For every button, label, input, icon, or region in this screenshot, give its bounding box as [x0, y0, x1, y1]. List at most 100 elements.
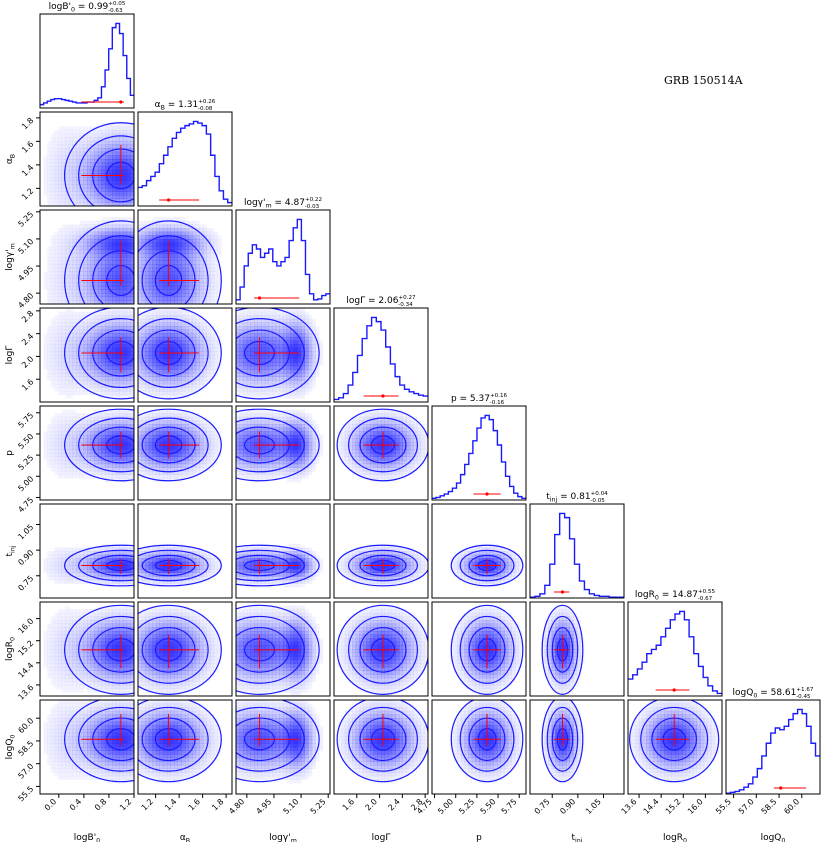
density-cell: [76, 166, 81, 171]
density-cell: [65, 198, 70, 203]
density-cell: [108, 187, 113, 192]
density-cell: [261, 463, 266, 468]
density-cell: [141, 296, 146, 301]
density-cell: [177, 242, 182, 247]
density-cell: [83, 282, 88, 287]
density-cell: [61, 202, 66, 207]
density-cell: [192, 383, 197, 388]
density-cell: [54, 416, 59, 421]
density-cell: [206, 456, 211, 461]
density-cell: [65, 427, 70, 432]
y-tick-label: 2.8: [20, 309, 35, 324]
density-cell: [130, 191, 135, 196]
density-cell: [279, 438, 284, 443]
density-cell: [43, 336, 48, 341]
density-cell: [130, 224, 135, 229]
density-cell: [264, 394, 269, 399]
density-cell: [181, 391, 186, 396]
density-cell: [366, 471, 371, 475]
density-cell: [112, 289, 117, 294]
density-cell: [195, 293, 200, 298]
density-cell: [210, 431, 215, 436]
density-cell: [130, 122, 135, 127]
density-cell: [50, 365, 55, 370]
density-cell: [119, 191, 124, 196]
density-cell: [170, 260, 175, 265]
density-cell: [163, 387, 168, 392]
density-cell: [76, 467, 81, 472]
density-cell: [177, 409, 182, 414]
density-cell: [188, 431, 193, 436]
density-cell: [192, 460, 197, 465]
density-cell: [152, 275, 157, 279]
density-cell: [148, 246, 153, 251]
density-cell: [279, 387, 284, 392]
density-cell: [58, 260, 62, 265]
density-cell: [192, 260, 197, 265]
density-cell: [297, 387, 302, 392]
density-cell: [188, 253, 193, 258]
density-cell: [163, 453, 168, 457]
density-cell: [297, 420, 302, 425]
density-cell: [112, 442, 117, 447]
density-cell: [195, 253, 200, 258]
density-cell: [76, 224, 81, 229]
density-cell: [148, 442, 153, 447]
density-cell: [217, 445, 222, 450]
density-cell: [311, 467, 316, 472]
density-cell: [290, 322, 295, 327]
density-cell: [195, 246, 200, 251]
density-cell: [115, 253, 120, 258]
density-cell: [359, 471, 364, 475]
density-cell: [203, 380, 207, 385]
density-cell: [50, 355, 55, 359]
density-cell: [72, 351, 77, 356]
density-cell: [348, 463, 353, 468]
density-cell: [123, 155, 128, 160]
density-cell: [112, 231, 117, 236]
density-cell: [68, 358, 73, 363]
density-cell: [174, 333, 179, 338]
density-cell: [159, 296, 164, 301]
density-cell: [293, 478, 298, 483]
density-cell: [94, 148, 99, 153]
density-cell: [101, 427, 106, 432]
density-cell: [268, 362, 273, 367]
density-cell: [90, 456, 95, 461]
density-cell: [236, 358, 240, 363]
density-cell: [61, 285, 66, 290]
density-cell: [156, 413, 160, 418]
density-cell: [163, 329, 168, 334]
density-cell: [272, 409, 277, 414]
density-cell: [152, 308, 157, 312]
density-cell: [250, 391, 255, 396]
density-cell: [68, 438, 73, 443]
density-cell: [47, 257, 52, 261]
density-cell: [105, 253, 109, 258]
density-cell: [195, 271, 200, 276]
density-cell: [123, 442, 128, 447]
density-cell: [94, 315, 99, 320]
density-cell: [301, 308, 305, 312]
density-cell: [275, 471, 280, 475]
density-cell: [58, 159, 62, 163]
density-cell: [293, 467, 298, 472]
density-cell: [163, 228, 168, 232]
density-cell: [105, 329, 109, 334]
density-cell: [279, 391, 284, 396]
density-cell: [170, 431, 175, 436]
density-cell: [101, 362, 106, 367]
density-cell: [58, 278, 62, 283]
density-cell: [170, 383, 175, 388]
density-cell: [105, 456, 109, 461]
density-cell: [311, 434, 316, 439]
density-cell: [65, 471, 70, 475]
density-cell: [145, 376, 150, 381]
density-cell: [348, 449, 353, 454]
density-cell: [105, 315, 109, 320]
density-cell: [402, 467, 407, 472]
density-cell: [65, 137, 70, 142]
density-cell: [406, 460, 411, 465]
density-cell: [402, 456, 407, 461]
density-cell: [177, 347, 182, 352]
